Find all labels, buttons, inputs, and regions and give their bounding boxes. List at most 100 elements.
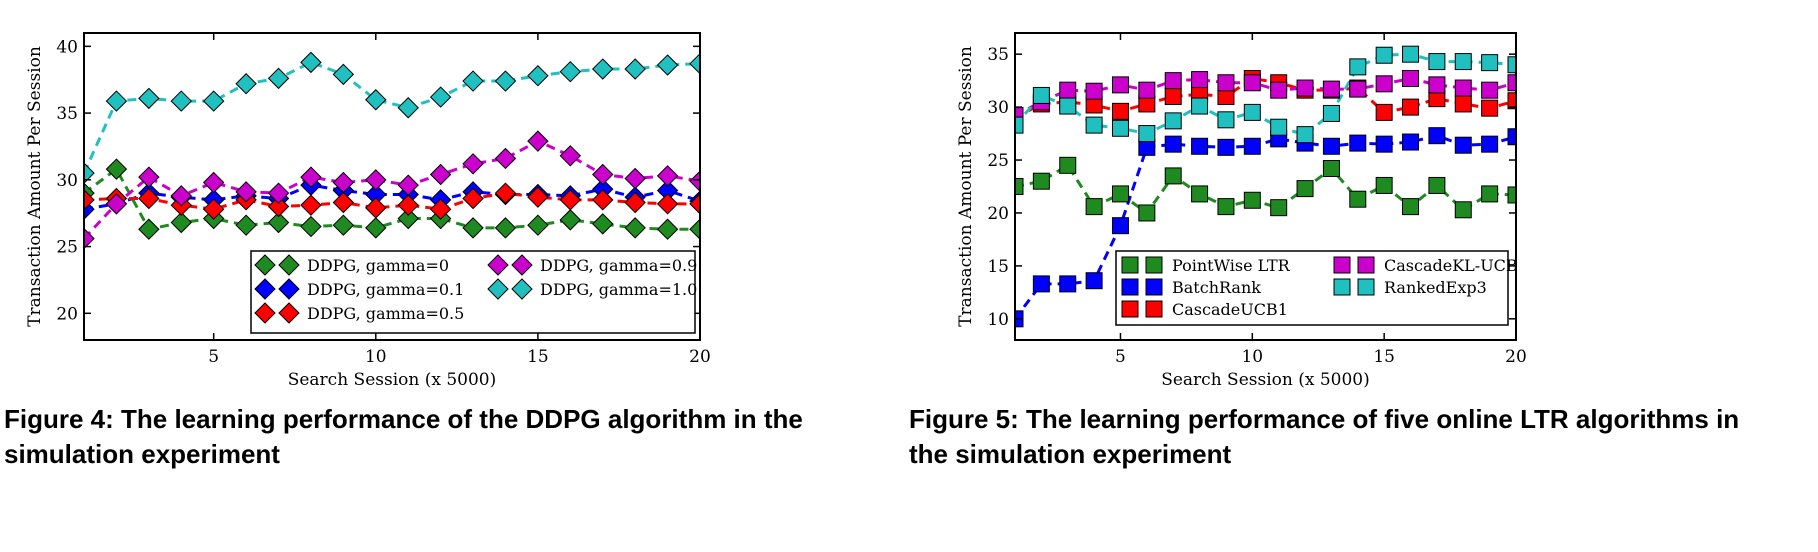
legend-marker-ddpg-gamma-0 <box>278 254 300 276</box>
data-point-rankedexp3 <box>1428 53 1446 71</box>
data-point-ddpg-gamma-1-0 <box>624 58 646 80</box>
y-tick-label: 30 <box>987 98 1009 118</box>
data-point-ddpg-gamma-0-9 <box>592 163 614 186</box>
legend-marker-ddpg-gamma-1-0 <box>511 278 533 300</box>
data-point-ddpg-gamma-0-9 <box>624 167 646 190</box>
legend-marker-rankedexp3 <box>1333 278 1351 296</box>
data-point-ddpg-gamma-0-5 <box>397 194 419 216</box>
data-point-batchrank <box>1217 138 1235 156</box>
data-point-ddpg-gamma-1-0 <box>170 90 192 112</box>
data-point-ddpg-gamma-0-9 <box>527 130 549 152</box>
data-point-ddpg-gamma-0 <box>300 215 322 238</box>
data-point-cascadekl-ucb <box>1138 81 1156 99</box>
data-point-ddpg-gamma-1-0 <box>365 89 387 111</box>
data-point-ddpg-gamma-0 <box>656 218 679 240</box>
data-point-ddpg-gamma-0-5 <box>365 197 387 219</box>
data-point-ddpg-gamma-0-9 <box>267 182 290 204</box>
data-point-cascadekl-ucb <box>1111 76 1129 94</box>
data-point-ddpg-gamma-1-0 <box>656 54 679 76</box>
data-point-rankedexp3 <box>1015 116 1024 134</box>
legend-marker-batchrank <box>1145 278 1163 296</box>
legend-marker-pointwise-ltr <box>1121 256 1139 274</box>
legend-marker-cascadekl-ucb <box>1357 256 1375 274</box>
data-point-rankedexp3 <box>1059 97 1077 115</box>
data-point-rankedexp3 <box>1507 56 1516 74</box>
data-point-cascadekl-ucb <box>1085 82 1103 100</box>
data-point-ddpg-gamma-0 <box>138 218 160 240</box>
data-point-ddpg-gamma-0 <box>462 217 484 239</box>
y-tick-label: 20 <box>987 204 1009 224</box>
x-tick-label: 5 <box>1115 347 1126 367</box>
axes-frame <box>1014 32 1517 341</box>
figure-5-chart: 5 10 15 20 10 15 20 25 30 35 Search Session (x 500… <box>956 32 1527 390</box>
data-point-batchrank <box>1032 275 1050 293</box>
data-point-ddpg-gamma-1-0 <box>494 70 517 92</box>
data-point-pointwise-ltr <box>1375 176 1393 194</box>
data-point-cascadekl-ucb <box>1059 81 1077 99</box>
x-tick-label: 20 <box>689 347 711 367</box>
data-point-ddpg-gamma-1-0 <box>267 67 290 90</box>
data-point-pointwise-ltr <box>1349 190 1367 208</box>
data-point-batchrank <box>1375 135 1393 153</box>
data-point-cascadekl-ucb <box>1454 79 1472 97</box>
data-point-ddpg-gamma-1-0 <box>592 58 614 80</box>
plot-area <box>1015 45 1516 328</box>
legend-label-ddpg-gamma-1-0: DDPG, gamma=1.0 <box>540 280 697 299</box>
data-point-cascadeucb1 <box>1454 95 1472 113</box>
data-point-cascadekl-ucb <box>1375 75 1393 93</box>
data-point-pointwise-ltr <box>1428 176 1446 194</box>
data-point-ddpg-gamma-1-0 <box>202 90 225 112</box>
data-point-ddpg-gamma-1-0 <box>332 63 355 86</box>
data-point-cascadekl-ucb <box>1164 72 1182 90</box>
data-point-pointwise-ltr <box>1015 178 1024 195</box>
data-point-ddpg-gamma-0-9 <box>105 193 128 215</box>
legend-marker-ddpg-gamma-0-5 <box>254 302 276 324</box>
x-tick-label: 20 <box>1505 347 1527 367</box>
data-point-ddpg-gamma-0-5 <box>494 182 517 204</box>
data-point-ddpg-gamma-0 <box>527 214 549 236</box>
data-point-rankedexp3 <box>1481 54 1499 72</box>
data-point-ddpg-gamma-0-5 <box>267 195 290 218</box>
y-tick-label: 10 <box>987 310 1009 330</box>
legend-marker-ddpg-gamma-0-9 <box>511 254 533 276</box>
plot-area <box>84 51 700 250</box>
data-point-rankedexp3 <box>1296 126 1314 144</box>
data-point-cascadeucb1 <box>1507 92 1516 110</box>
x-axis-label: Search Session (x 5000) <box>1161 370 1370 390</box>
data-point-ddpg-gamma-1-0 <box>300 51 322 74</box>
legend-label-cascadekl-ucb: CascadeKL-UCB <box>1384 256 1518 275</box>
data-point-batchrank <box>1191 137 1209 155</box>
legend-marker-cascadekl-ucb <box>1333 256 1351 274</box>
legend-marker-ddpg-gamma-0-5 <box>278 302 300 324</box>
legend-marker-rankedexp3 <box>1357 278 1375 296</box>
data-point-pointwise-ltr <box>1164 167 1182 185</box>
data-point-rankedexp3 <box>1191 97 1209 115</box>
data-point-ddpg-gamma-1-0 <box>84 162 95 184</box>
x-axis-label: Search Session (x 5000) <box>288 370 497 390</box>
figure-5-caption: Figure 5: The learning performance of fi… <box>909 404 1740 469</box>
data-point-pointwise-ltr <box>1507 186 1516 204</box>
series-line-ddpg-gamma-1-0 <box>84 60 700 174</box>
data-point-pointwise-ltr <box>1296 180 1314 198</box>
data-point-batchrank <box>1454 136 1472 154</box>
data-point-ddpg-gamma-0-5 <box>527 186 549 208</box>
y-tick-label: 35 <box>987 45 1009 65</box>
data-point-rankedexp3 <box>1375 46 1393 64</box>
data-point-ddpg-gamma-0 <box>397 207 419 230</box>
legend-label-pointwise-ltr: PointWise LTR <box>1172 256 1291 275</box>
data-point-ddpg-gamma-1-0 <box>559 61 582 83</box>
data-point-rankedexp3 <box>1138 125 1156 143</box>
data-point-cascadekl-ucb <box>1481 81 1499 99</box>
data-point-ddpg-gamma-0-9 <box>656 165 679 187</box>
data-point-pointwise-ltr <box>1111 185 1129 203</box>
data-point-ddpg-gamma-0 <box>592 213 614 235</box>
data-point-cascadekl-ucb <box>1015 107 1024 125</box>
data-point-ddpg-gamma-0 <box>267 211 290 234</box>
data-point-ddpg-gamma-0 <box>624 217 646 239</box>
data-point-ddpg-gamma-0 <box>170 211 192 234</box>
data-point-ddpg-gamma-1-0 <box>397 97 419 119</box>
data-point-batchrank <box>1428 127 1446 145</box>
data-point-batchrank <box>1322 137 1340 155</box>
data-point-cascadekl-ucb <box>1243 74 1261 92</box>
data-point-ddpg-gamma-0-5 <box>462 187 484 210</box>
